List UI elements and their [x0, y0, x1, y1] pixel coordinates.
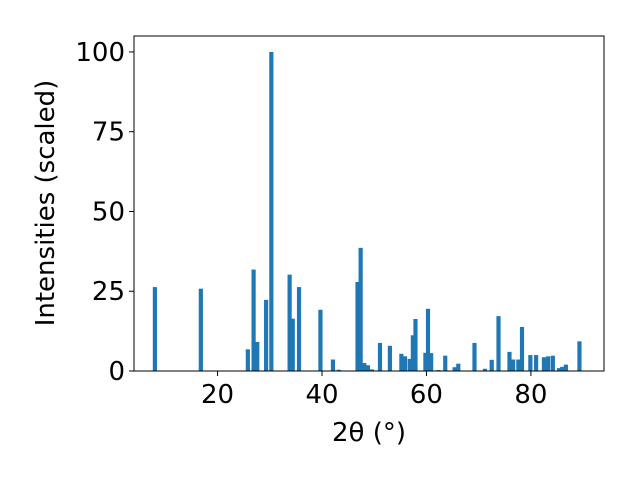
bar [413, 318, 418, 371]
bar [496, 316, 501, 371]
bar [318, 309, 323, 371]
bar [557, 368, 562, 371]
x-tick-label: 60 [410, 380, 443, 410]
x-tick-label: 80 [514, 380, 547, 410]
bar [528, 355, 533, 371]
bar [296, 287, 302, 371]
y-tick-label: 100 [75, 38, 125, 68]
y-axis-label: Intensities (scaled) [31, 80, 61, 327]
bar [423, 352, 428, 371]
bar [287, 274, 292, 371]
bar [358, 247, 363, 371]
y-tick-label: 25 [92, 277, 125, 307]
y-axis: 0 25 50 75 100 [75, 38, 134, 387]
bar [355, 281, 360, 371]
bar [577, 341, 582, 371]
x-axis: 20 40 60 80 [201, 371, 547, 410]
bar [290, 318, 295, 371]
x-tick-label: 40 [305, 380, 338, 410]
bar [507, 351, 512, 371]
bar [245, 349, 250, 371]
bar [336, 369, 341, 371]
bar [198, 288, 203, 371]
bar [563, 364, 568, 371]
bar [387, 345, 392, 371]
bar [425, 308, 431, 371]
bar [534, 355, 539, 371]
bar [370, 369, 375, 371]
bar [560, 366, 565, 371]
y-tick-label: 0 [108, 357, 125, 387]
bar [377, 342, 383, 371]
bar [264, 299, 269, 371]
bar [472, 342, 477, 371]
y-tick-label: 50 [92, 197, 125, 227]
x-axis-label: 2θ (°) [332, 418, 406, 448]
bar [399, 353, 404, 371]
bar [407, 358, 412, 371]
bar [402, 356, 408, 371]
bar [251, 269, 256, 371]
bar [452, 367, 457, 371]
bar [255, 341, 260, 371]
x-tick-label: 20 [201, 380, 234, 410]
bar [362, 363, 367, 371]
bar [365, 365, 371, 371]
bar [152, 287, 157, 371]
bar [482, 368, 488, 371]
bar [546, 356, 551, 371]
bar [429, 353, 434, 371]
bar [443, 355, 448, 371]
plot-frame [133, 35, 605, 372]
bar [511, 359, 516, 371]
bar [489, 359, 494, 371]
bar [410, 335, 415, 371]
bar [269, 51, 274, 371]
bar [456, 363, 461, 371]
bars [152, 51, 582, 371]
bar [516, 359, 521, 371]
y-tick-label: 75 [92, 118, 125, 148]
bar [519, 326, 525, 371]
bar [550, 355, 555, 371]
bar [330, 359, 336, 371]
bar [541, 357, 547, 371]
